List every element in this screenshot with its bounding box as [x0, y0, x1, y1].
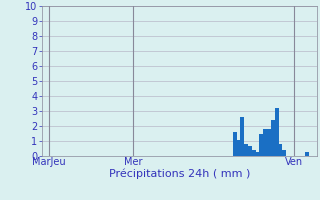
Bar: [279, 144, 282, 156]
Bar: [263, 129, 267, 156]
Bar: [271, 120, 275, 156]
Bar: [248, 146, 252, 156]
Bar: [256, 152, 260, 156]
Bar: [233, 132, 236, 156]
Bar: [267, 129, 271, 156]
Bar: [236, 140, 240, 156]
Bar: [282, 150, 286, 156]
Bar: [244, 144, 248, 156]
Bar: [305, 152, 309, 156]
Bar: [240, 117, 244, 156]
X-axis label: Précipitations 24h ( mm ): Précipitations 24h ( mm ): [108, 169, 250, 179]
Bar: [252, 150, 256, 156]
Bar: [275, 108, 279, 156]
Bar: [260, 134, 263, 156]
